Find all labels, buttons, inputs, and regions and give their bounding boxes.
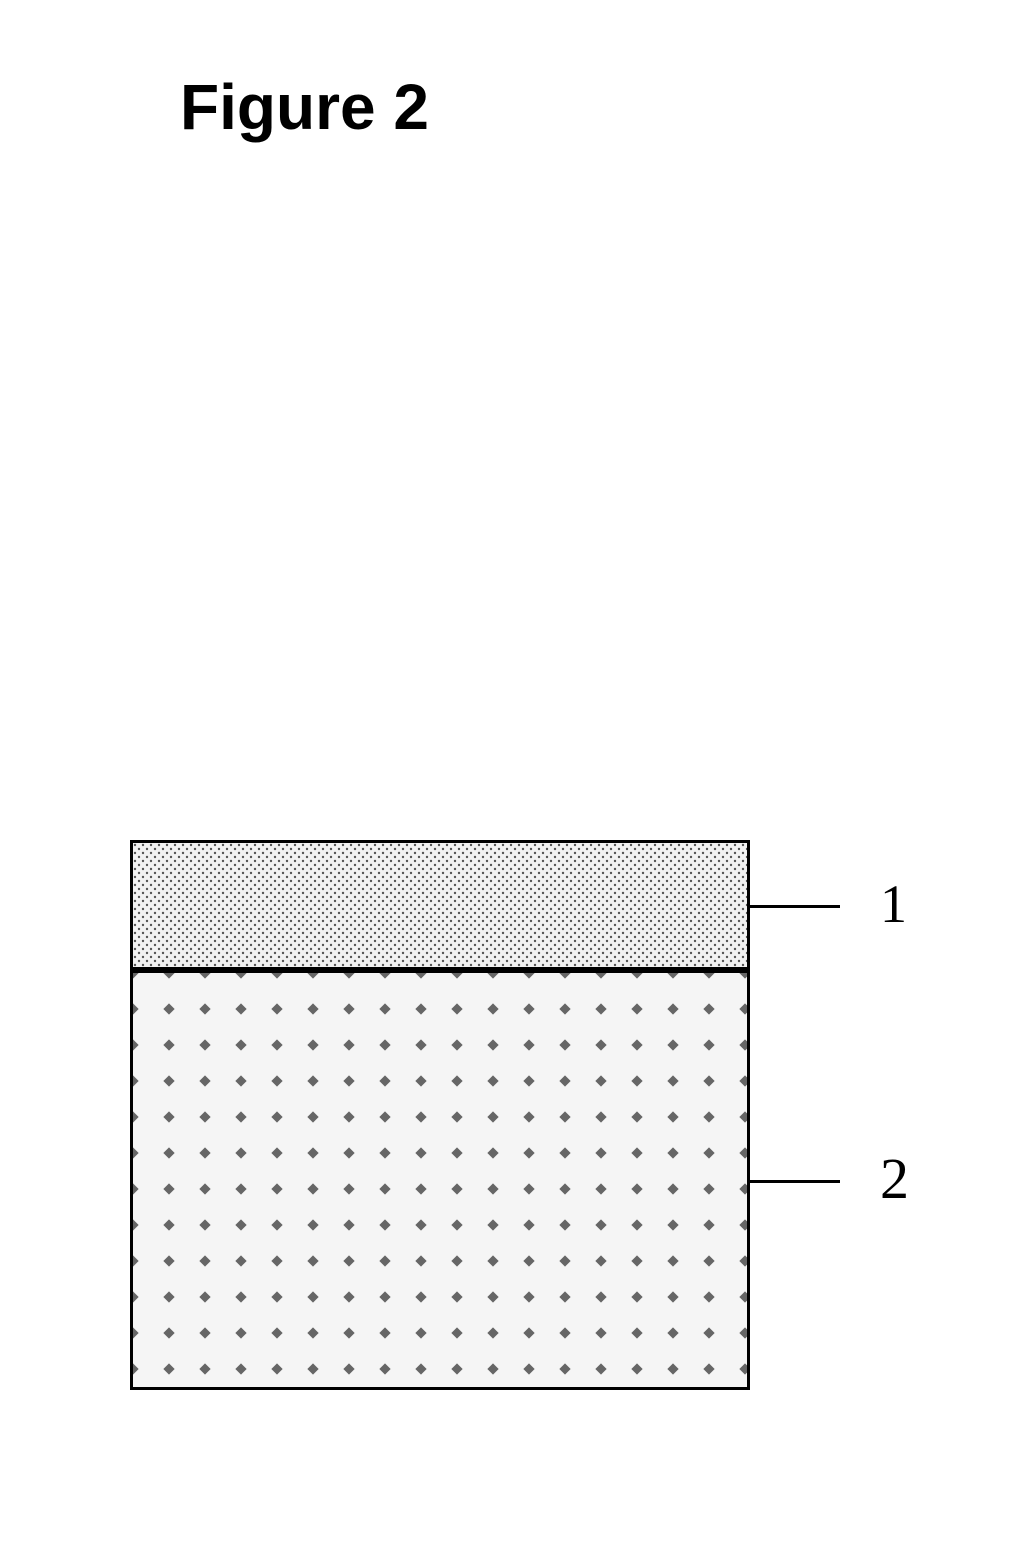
layer-2-bottom <box>130 970 750 1390</box>
callout-label-2: 2 <box>880 1145 909 1212</box>
layer-1-top <box>130 840 750 970</box>
leader-line-1 <box>750 905 840 908</box>
figure-title: Figure 2 <box>180 70 429 144</box>
callout-label-1: 1 <box>880 873 907 935</box>
page: Figure 2 1 2 <box>0 0 1025 1544</box>
leader-line-2 <box>750 1180 840 1183</box>
